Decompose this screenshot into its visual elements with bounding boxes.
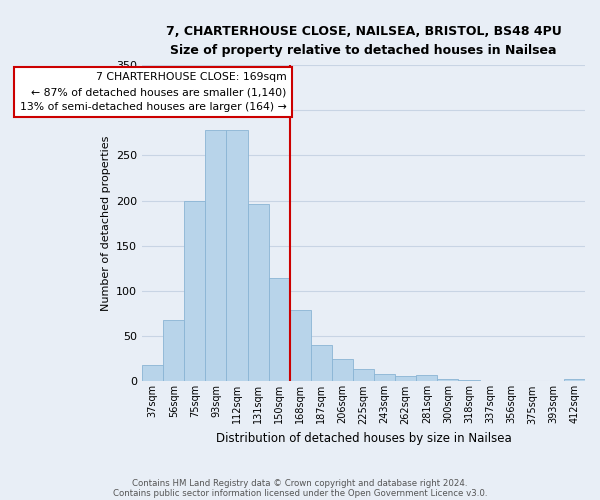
Text: Contains public sector information licensed under the Open Government Licence v3: Contains public sector information licen… — [113, 488, 487, 498]
Bar — [374, 374, 395, 382]
Bar — [163, 320, 184, 382]
Bar — [226, 130, 248, 382]
Text: 7 CHARTERHOUSE CLOSE: 169sqm
← 87% of detached houses are smaller (1,140)
13% of: 7 CHARTERHOUSE CLOSE: 169sqm ← 87% of de… — [20, 72, 287, 112]
Bar — [142, 365, 163, 382]
Text: Contains HM Land Registry data © Crown copyright and database right 2024.: Contains HM Land Registry data © Crown c… — [132, 478, 468, 488]
Bar — [458, 380, 479, 382]
Title: 7, CHARTERHOUSE CLOSE, NAILSEA, BRISTOL, BS48 4PU
Size of property relative to d: 7, CHARTERHOUSE CLOSE, NAILSEA, BRISTOL,… — [166, 25, 562, 57]
Y-axis label: Number of detached properties: Number of detached properties — [101, 136, 110, 311]
Bar — [416, 375, 437, 382]
Bar — [437, 378, 458, 382]
Bar — [332, 359, 353, 382]
X-axis label: Distribution of detached houses by size in Nailsea: Distribution of detached houses by size … — [215, 432, 511, 445]
Bar — [311, 345, 332, 382]
Bar — [564, 378, 585, 382]
Bar — [290, 310, 311, 382]
Bar — [269, 278, 290, 382]
Bar — [205, 130, 226, 382]
Bar — [353, 368, 374, 382]
Bar — [395, 376, 416, 382]
Bar — [184, 200, 205, 382]
Bar — [248, 204, 269, 382]
